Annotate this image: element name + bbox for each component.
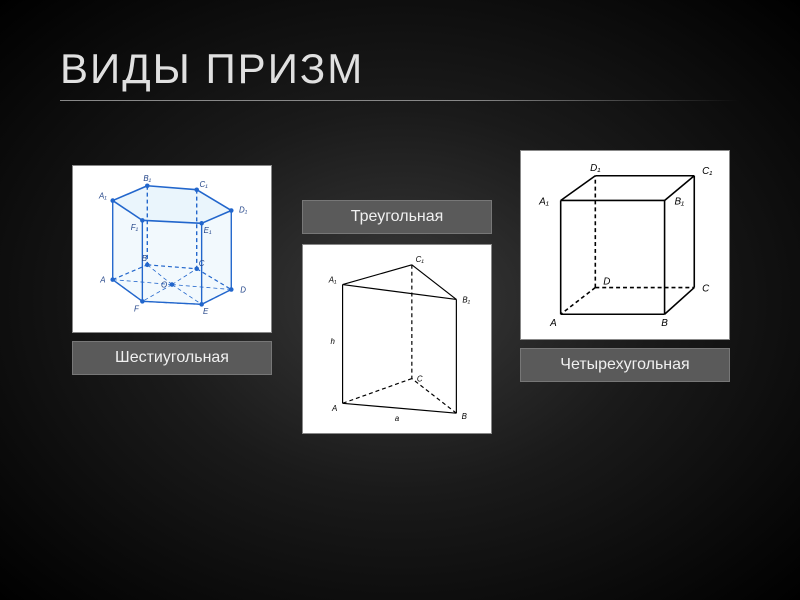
svg-text:C₁: C₁: [702, 166, 712, 177]
svg-text:A₁: A₁: [538, 196, 549, 207]
svg-text:D₁: D₁: [239, 205, 248, 214]
svg-text:B: B: [462, 412, 467, 421]
quadrilateral-panel: A₁ B₁ D₁ C₁ A B D C Четырехугольная: [520, 150, 730, 382]
triangular-panel: Треугольная A₁ B₁ C₁ A B Ch a: [302, 200, 492, 434]
svg-text:D: D: [603, 277, 610, 288]
svg-text:C: C: [199, 259, 205, 268]
svg-text:C₁: C₁: [200, 180, 209, 189]
svg-text:A: A: [99, 276, 105, 285]
svg-text:B₁: B₁: [674, 196, 684, 207]
svg-text:B: B: [661, 318, 668, 329]
svg-text:E: E: [203, 307, 209, 316]
svg-text:E₁: E₁: [204, 226, 212, 235]
slide-title: ВИДЫ ПРИЗМ: [60, 45, 364, 93]
svg-text:A: A: [549, 318, 557, 329]
quadrilateral-prism-figure: A₁ B₁ D₁ C₁ A B D C: [520, 150, 730, 340]
svg-text:O: O: [161, 281, 167, 290]
svg-text:D₁: D₁: [590, 163, 600, 174]
svg-text:C: C: [417, 375, 423, 384]
svg-text:A₁: A₁: [328, 276, 337, 285]
svg-text:B₁: B₁: [143, 174, 151, 183]
svg-text:A: A: [331, 404, 337, 413]
triangular-prism-figure: A₁ B₁ C₁ A B Ch a: [302, 244, 492, 434]
svg-text:F₁: F₁: [131, 223, 139, 232]
svg-text:C₁: C₁: [416, 255, 425, 264]
svg-text:D: D: [240, 285, 246, 294]
svg-text:A₁: A₁: [98, 192, 107, 201]
title-underline: [60, 100, 740, 101]
svg-text:C: C: [702, 284, 710, 295]
hexagonal-label: Шестиугольная: [72, 341, 272, 375]
svg-text:B: B: [142, 254, 147, 263]
quadrilateral-label: Четырехугольная: [520, 348, 730, 382]
svg-text:a: a: [395, 414, 400, 423]
svg-text:F: F: [134, 304, 140, 313]
svg-text:B₁: B₁: [462, 295, 470, 304]
triangular-label: Треугольная: [302, 200, 492, 234]
hexagonal-panel: A₁ B₁ C₁ D₁ E₁ F₁ A B C D E F O Шестиугольная: [72, 165, 272, 375]
hexagonal-prism-figure: A₁ B₁ C₁ D₁ E₁ F₁ A B C D E F O: [72, 165, 272, 333]
svg-text:h: h: [330, 337, 335, 346]
